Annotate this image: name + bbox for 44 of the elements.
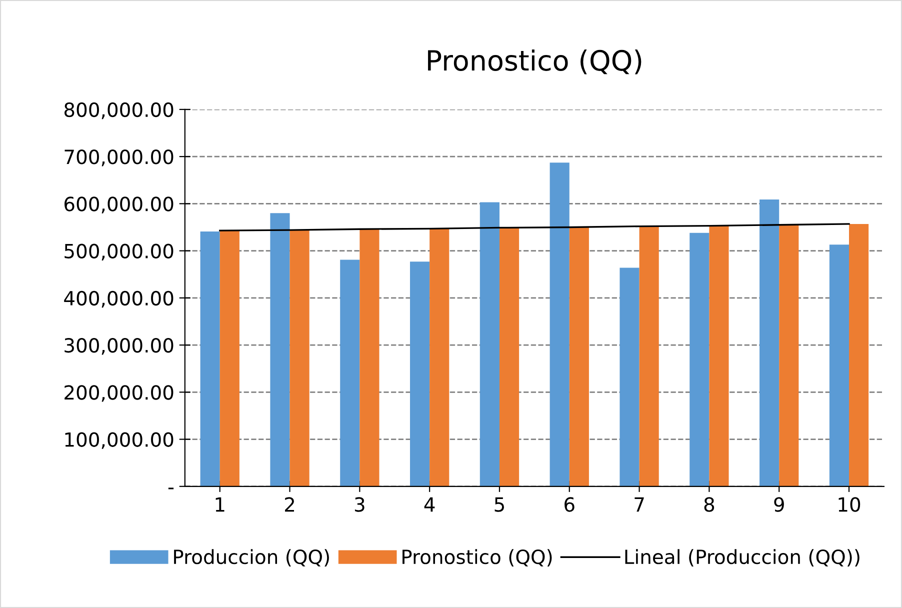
x-tick-label: 4 [424, 497, 435, 512]
bar [340, 260, 360, 486]
y-tick-label: 400,000.00 [64, 290, 174, 308]
legend-label: Pronostico (QQ) [402, 549, 552, 566]
bar [410, 262, 430, 486]
bar [200, 231, 220, 486]
legend-label: Lineal (Produccion (QQ)) [625, 549, 860, 566]
x-tick-label: 10 [838, 497, 860, 512]
y-tick-label: 700,000.00 [64, 150, 174, 166]
bar [550, 162, 570, 486]
bar [270, 213, 290, 486]
x-tick-label: 1 [216, 497, 224, 512]
bar [690, 232, 710, 486]
y-tick-label: 200,000.00 [64, 385, 174, 402]
y-tick-label: 100,000.00 [65, 432, 174, 449]
bar [849, 224, 869, 486]
x-tick-label: 2 [285, 497, 294, 512]
line-series [219, 223, 850, 232]
y-tick-label: 300,000.00 [64, 338, 174, 355]
x-tick-label: 3 [354, 497, 364, 512]
y-tick-label: - [168, 488, 174, 490]
bar [290, 230, 310, 486]
y-tick-label: 600,000.00 [64, 196, 174, 214]
bar [360, 229, 380, 486]
y-tick-label: 500,000.00 [64, 244, 174, 260]
bar [779, 224, 799, 486]
x-tick-label: 8 [704, 497, 714, 512]
chart-title: Pronostico (QQ) [428, 49, 642, 74]
legend-label: Produccion (QQ) [174, 549, 329, 566]
bar [620, 268, 640, 486]
x-tick-label: 6 [564, 497, 574, 512]
x-tick-label: 5 [494, 497, 504, 512]
bar [569, 227, 589, 486]
bar [829, 244, 850, 486]
x-tick-label: 7 [634, 497, 644, 512]
bar [709, 226, 729, 486]
bar [499, 228, 520, 486]
x-tick-label: 9 [774, 497, 784, 512]
bar [430, 228, 450, 486]
bar [220, 230, 240, 486]
y-tick-label: 800,000.00 [64, 102, 174, 120]
bar [639, 226, 659, 486]
bar [480, 202, 500, 486]
bar [760, 199, 780, 486]
